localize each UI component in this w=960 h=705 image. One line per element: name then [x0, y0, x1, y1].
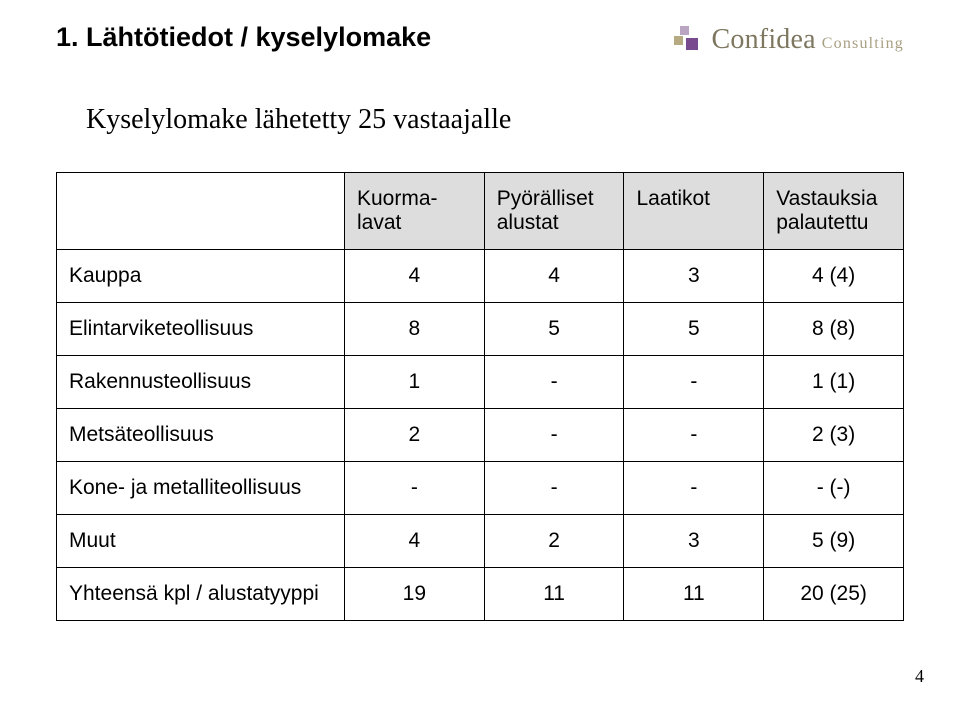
cell: -	[624, 356, 764, 409]
table-row: Rakennusteollisuus 1 - - 1 (1)	[57, 356, 904, 409]
cell: 20 (25)	[764, 568, 904, 621]
page-title: 1. Lähtötiedot / kyselylomake	[56, 22, 431, 53]
header: 1. Lähtötiedot / kyselylomake Confidea C…	[56, 22, 904, 56]
cell: -	[484, 356, 624, 409]
row-label: Elintarviketeollisuus	[57, 303, 345, 356]
logo-mark-icon	[674, 26, 702, 54]
cell: 4	[344, 250, 484, 303]
cell: 5 (9)	[764, 515, 904, 568]
cell: 19	[344, 568, 484, 621]
table-header-row: Kuorma-lavat Pyörälliset alustat Laatiko…	[57, 173, 904, 250]
row-label: Kone- ja metalliteollisuus	[57, 462, 345, 515]
logo-subtitle: Consulting	[822, 35, 904, 53]
col-laatikot: Laatikot	[624, 173, 764, 250]
table-row: Yhteensä kpl / alustatyyppi 19 11 11 20 …	[57, 568, 904, 621]
cell: 2 (3)	[764, 409, 904, 462]
cell: -	[624, 409, 764, 462]
cell: -	[624, 462, 764, 515]
cell: 3	[624, 515, 764, 568]
cell: 4	[344, 515, 484, 568]
col-vastauksia: Vastauksia palautettu	[764, 173, 904, 250]
table-row: Kone- ja metalliteollisuus - - - - (-)	[57, 462, 904, 515]
cell: 8 (8)	[764, 303, 904, 356]
table-row: Metsäteollisuus 2 - - 2 (3)	[57, 409, 904, 462]
col-kuormalavat: Kuorma-lavat	[344, 173, 484, 250]
col-blank	[57, 173, 345, 250]
cell: 5	[624, 303, 764, 356]
cell: 5	[484, 303, 624, 356]
row-label: Rakennusteollisuus	[57, 356, 345, 409]
cell: -	[484, 409, 624, 462]
logo-text: Confidea Consulting	[712, 24, 904, 56]
table-row: Kauppa 4 4 3 4 (4)	[57, 250, 904, 303]
row-label: Muut	[57, 515, 345, 568]
cell: 8	[344, 303, 484, 356]
brand-logo: Confidea Consulting	[674, 22, 904, 56]
data-table: Kuorma-lavat Pyörälliset alustat Laatiko…	[56, 172, 904, 621]
cell: - (-)	[764, 462, 904, 515]
cell: 2	[484, 515, 624, 568]
cell: 1	[344, 356, 484, 409]
cell: 2	[344, 409, 484, 462]
col-pyoralliset: Pyörälliset alustat	[484, 173, 624, 250]
cell: 1 (1)	[764, 356, 904, 409]
table-row: Muut 4 2 3 5 (9)	[57, 515, 904, 568]
page-number: 4	[915, 666, 924, 687]
row-label: Kauppa	[57, 250, 345, 303]
table-row: Elintarviketeollisuus 8 5 5 8 (8)	[57, 303, 904, 356]
slide: 1. Lähtötiedot / kyselylomake Confidea C…	[0, 0, 960, 705]
logo-name: Confidea	[712, 24, 816, 56]
cell: 4	[484, 250, 624, 303]
cell: 11	[484, 568, 624, 621]
subtitle: Kyselylomake lähetetty 25 vastaajalle	[56, 104, 904, 136]
cell: 11	[624, 568, 764, 621]
row-label: Metsäteollisuus	[57, 409, 345, 462]
row-label: Yhteensä kpl / alustatyyppi	[57, 568, 345, 621]
cell: -	[484, 462, 624, 515]
cell: 3	[624, 250, 764, 303]
cell: -	[344, 462, 484, 515]
cell: 4 (4)	[764, 250, 904, 303]
